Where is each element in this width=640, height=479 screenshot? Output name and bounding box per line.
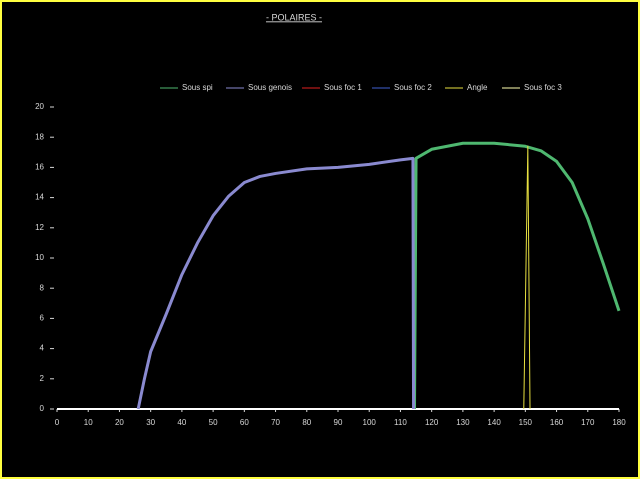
x-tick-label: 50	[209, 418, 218, 427]
y-tick-label: 18	[35, 132, 44, 141]
legend-label: Sous spi	[182, 83, 213, 92]
y-tick-label: 4	[40, 344, 45, 353]
y-tick-label: 12	[35, 223, 44, 232]
legend-label: Sous genois	[248, 83, 292, 92]
y-tick-label: 0	[40, 404, 45, 413]
x-tick-label: 60	[240, 418, 249, 427]
x-tick-label: 130	[456, 418, 470, 427]
series-line	[412, 141, 621, 410]
series-line	[523, 145, 531, 410]
y-tick-label: 2	[40, 374, 45, 383]
series-line	[136, 156, 416, 410]
y-tick-label: 10	[35, 253, 44, 262]
x-tick-label: 10	[84, 418, 93, 427]
x-tick-label: 20	[115, 418, 124, 427]
x-tick-label: 70	[271, 418, 280, 427]
x-tick-label: 150	[519, 418, 533, 427]
y-tick-label: 8	[40, 283, 45, 292]
x-tick-label: 110	[394, 418, 407, 427]
y-tick-label: 14	[35, 193, 44, 202]
x-tick-label: 160	[550, 418, 564, 427]
legend-label: Angle	[467, 83, 488, 92]
chart-title: - POLAIRES -	[266, 12, 322, 22]
x-tick-label: 170	[581, 418, 595, 427]
legend-label: Sous foc 1	[324, 83, 362, 92]
x-tick-label: 80	[302, 418, 311, 427]
y-tick-label: 16	[35, 163, 44, 172]
x-tick-label: 100	[363, 418, 377, 427]
y-tick-label: 6	[40, 314, 45, 323]
x-tick-label: 30	[146, 418, 155, 427]
x-tick-label: 90	[334, 418, 343, 427]
y-tick-label: 20	[35, 102, 44, 111]
legend-label: Sous foc 2	[394, 83, 432, 92]
x-tick-label: 40	[177, 418, 186, 427]
legend-label: Sous foc 3	[524, 83, 562, 92]
x-tick-label: 120	[425, 418, 439, 427]
x-tick-label: 180	[612, 418, 626, 427]
x-tick-label: 0	[55, 418, 60, 427]
x-tick-label: 140	[487, 418, 501, 427]
